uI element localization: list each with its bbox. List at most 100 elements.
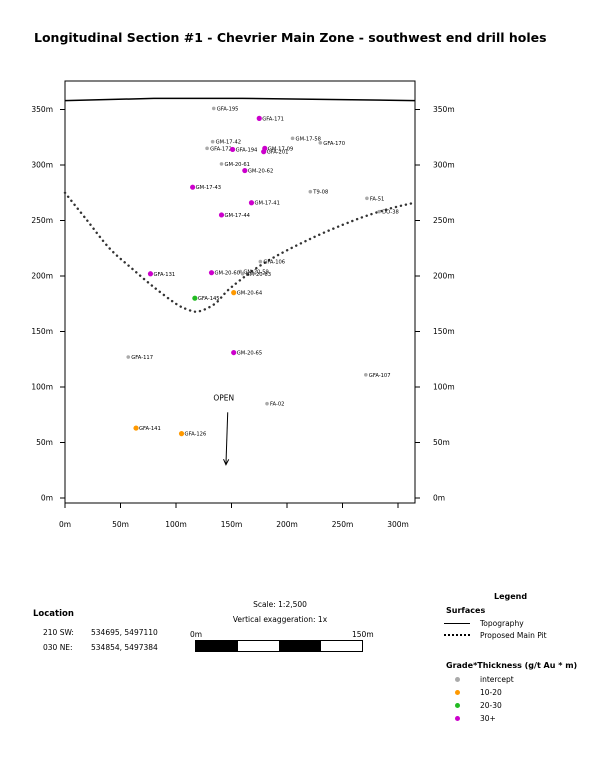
solid-line-icon [444, 622, 470, 624]
legend-pit-item: Proposed Main Pit [444, 630, 547, 640]
circle-marker-icon [454, 702, 460, 708]
drill-hole-point [377, 209, 381, 214]
drill-hole-label: GM-17-09 [268, 146, 293, 152]
legend-topography-label: Topography [480, 618, 524, 628]
drill-hole-label: GM-20-65 [237, 351, 262, 357]
x-tick-label: 0m [59, 520, 71, 529]
circle-marker-icon [454, 715, 460, 721]
drill-hole-point [248, 200, 255, 206]
scale-bar-segment [237, 641, 279, 651]
drill-hole-point [210, 139, 215, 144]
y-tick-label: 350m [31, 105, 53, 114]
drill-hole-label: GM-20-60 [215, 271, 240, 277]
location-row-ne: 030 NE: 534854, 5497384 [33, 643, 158, 652]
open-arrow-head [223, 459, 230, 466]
scale-bar-segment [320, 641, 362, 651]
drill-hole-label: GM-20-62 [248, 169, 273, 175]
location-row-name: 030 NE: [43, 643, 73, 652]
drill-hole-point [231, 290, 237, 296]
x-tick-label: 300m [387, 520, 409, 529]
y-tick-label: 250m [31, 216, 53, 225]
legend-grade-label: 10-20 [480, 687, 502, 697]
open-annotation: OPEN [213, 393, 234, 402]
y-tick-label: 150m [433, 327, 455, 336]
drill-hole-label: GM-17-41 [254, 201, 279, 207]
drill-hole-point [318, 141, 323, 145]
drill-hole-point [178, 431, 185, 437]
drill-hole-point [256, 115, 262, 121]
dotted-line-icon [444, 634, 470, 636]
legend-grade-label: 30+ [480, 713, 496, 723]
y-tick-label: 200m [31, 272, 53, 281]
drill-hole-label: GFA-106 [263, 260, 285, 266]
drill-hole-point [219, 162, 224, 166]
drill-hole-point [133, 425, 139, 431]
drill-hole-point [365, 196, 369, 201]
location-row-sw: 210 SW: 534695, 5497110 [33, 628, 158, 637]
topography-line [64, 97, 415, 102]
x-tick-label: 150m [221, 520, 243, 529]
drill-hole-point [364, 372, 368, 377]
drill-hole-label: GM-17-44 [225, 213, 251, 219]
legend-grade-item: 20-30 [444, 700, 502, 710]
drill-hole-label: GM-20-63 [246, 272, 271, 278]
section-chart: 0m 0m 50m 50m 100m 100m 150m 150m 200m 200m 250m 25… [31, 80, 455, 529]
scale-right-label: 150m [352, 630, 374, 639]
x-tick-label: 200m [276, 520, 298, 529]
drill-hole-label: FA-02 [270, 402, 284, 408]
drill-hole-point [308, 189, 313, 194]
drill-hole-label: GM-20-61 [225, 162, 250, 168]
y-tick-label: 250m [433, 216, 455, 225]
y-tick-label: 50m [36, 438, 53, 447]
legend-grade-title: Grade*Thickness (g/t Au * m) [446, 661, 578, 670]
legend-grade-item: intercept [444, 674, 514, 684]
chart-title: Longitudinal Section #1 - Chevrier Main … [34, 30, 547, 45]
location-row-coords: 534695, 5497110 [91, 628, 158, 637]
drill-hole-label: GFA-194 [236, 147, 258, 153]
location-title: Location [33, 609, 74, 619]
location-row-coords: 534854, 5497384 [91, 643, 158, 652]
legend-pit-label: Proposed Main Pit [480, 630, 547, 640]
drill-hole-point [208, 270, 215, 276]
y-tick-label: 0m [433, 494, 445, 503]
scale-bar-segment [279, 641, 321, 651]
drill-hole-label: GFA-131 [153, 272, 175, 278]
y-tick-label: 100m [433, 383, 455, 392]
drill-hole-label: GFA-126 [185, 432, 207, 438]
drill-hole-label: GM-17-42 [216, 140, 241, 146]
drill-hole-point [265, 401, 269, 406]
drill-hole-label: GFA-145 [198, 296, 220, 302]
drill-hole-point [192, 295, 198, 301]
drill-hole-label: GFA-201 [267, 150, 289, 156]
scale-bar-segment [196, 641, 238, 651]
drill-hole-label: GFA-141 [139, 426, 161, 432]
drill-hole-label: GFA-171 [262, 116, 284, 122]
drill-hole-point [290, 136, 295, 141]
plot-frame [64, 80, 416, 504]
drill-hole-label: GM-20-64 [237, 291, 263, 297]
x-tick-label: 50m [112, 520, 129, 529]
drill-hole-point [261, 149, 267, 155]
x-tick-label: 100m [165, 520, 187, 529]
y-tick-label: 300m [31, 161, 53, 170]
legend-grade-item: 10-20 [444, 687, 502, 697]
drill-hole-label: FA-51 [370, 196, 384, 202]
drill-hole-point [218, 212, 225, 218]
drill-hole-label: GFA-107 [369, 373, 391, 379]
y-tick-label: 50m [433, 438, 450, 447]
legend-grade-item: 30+ [444, 713, 496, 723]
drill-hole-point [126, 355, 131, 359]
y-tick-label: 0m [41, 494, 53, 503]
y-tick-label: 100m [31, 383, 53, 392]
drill-hole-point [147, 271, 154, 277]
drill-hole-point [205, 146, 209, 151]
drill-hole-label: GM-17-43 [196, 185, 221, 191]
location-block: Location 210 SW: 534695, 5497110 030 NE:… [33, 609, 158, 658]
drill-hole-label: GFA-172 [210, 146, 232, 152]
legend-grade-label: 20-30 [480, 700, 502, 710]
drill-hole-label: T9-08 [312, 190, 328, 196]
location-row-name: 210 SW: [43, 628, 74, 637]
legend-grade-label: intercept [480, 674, 514, 684]
drill-hole-label: GFA-170 [323, 141, 345, 147]
drill-hole-point [238, 269, 243, 274]
